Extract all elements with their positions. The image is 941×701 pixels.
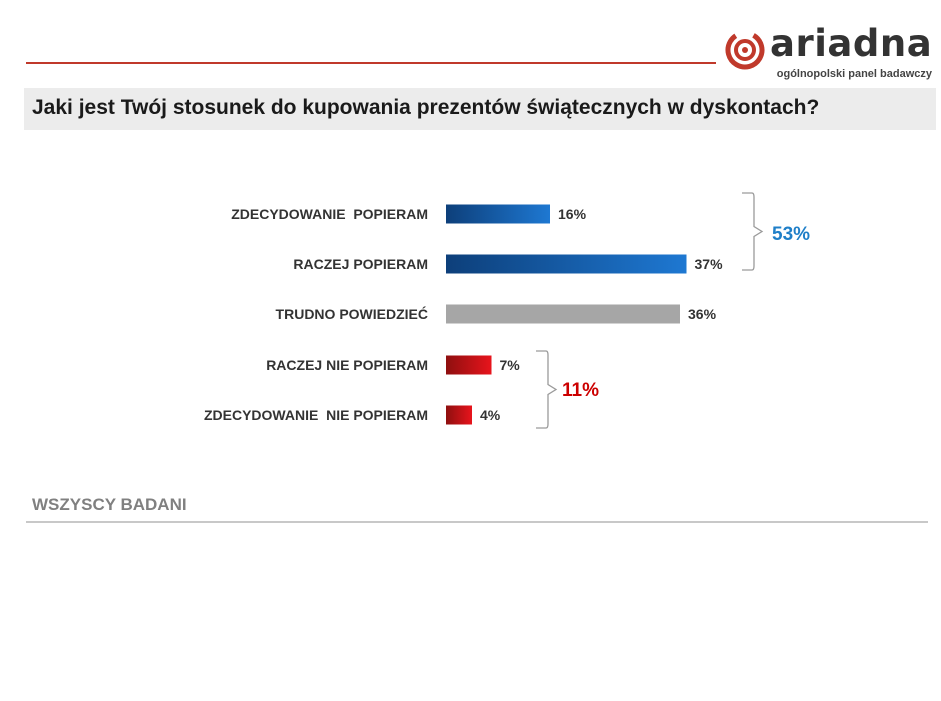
question-band: Jaki jest Twój stosunek do kupowania pre… xyxy=(24,88,936,130)
value-label: 4% xyxy=(480,407,501,423)
bar xyxy=(446,405,472,425)
group-total-label: 53% xyxy=(772,224,810,245)
category-label: ZDECYDOWANIE NIE POPIERAM xyxy=(204,407,428,423)
survey-question: Jaki jest Twój stosunek do kupowania pre… xyxy=(32,96,820,119)
bar xyxy=(446,355,492,375)
group-bracket xyxy=(536,350,558,429)
brand-tagline: ogólnopolski panel badawczy xyxy=(776,68,932,80)
bar xyxy=(446,254,687,274)
value-label: 37% xyxy=(695,256,724,272)
category-label: ZDECYDOWANIE POPIERAM xyxy=(231,206,428,222)
value-label: 7% xyxy=(500,357,521,373)
ariadna-logo-icon xyxy=(725,30,765,70)
category-label: TRUDNO POWIEDZIEĆ xyxy=(276,305,428,322)
respondent-base-label: WSZYSCY BADANI xyxy=(32,495,187,514)
value-label: 16% xyxy=(558,206,587,222)
bar xyxy=(446,204,550,224)
brand-logo: ariadna ogólnopolski panel badawczy xyxy=(724,22,934,82)
value-label: 36% xyxy=(688,306,717,322)
category-label: RACZEJ NIE POPIERAM xyxy=(266,357,428,373)
brand-name: ariadna xyxy=(770,22,933,65)
footer-rule xyxy=(26,521,928,523)
group-bracket xyxy=(742,192,764,271)
group-total-label: 11% xyxy=(562,380,599,401)
bar xyxy=(446,304,680,324)
category-label: RACZEJ POPIERAM xyxy=(293,256,428,272)
header-rule xyxy=(26,62,716,64)
